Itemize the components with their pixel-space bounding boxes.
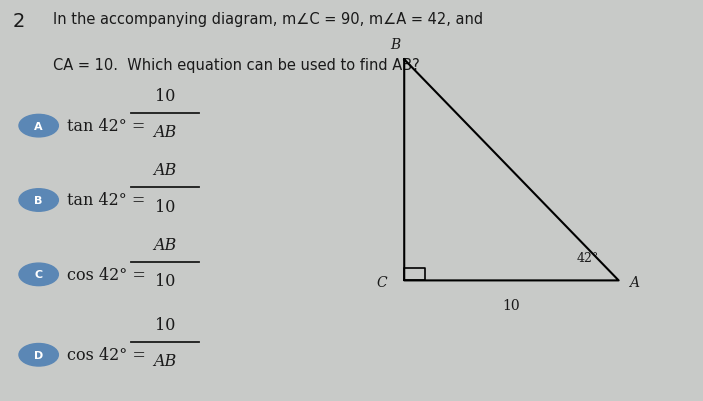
Text: A: A bbox=[629, 276, 639, 290]
Text: In the accompanying diagram, m∠C = 90, m∠A = 42, and: In the accompanying diagram, m∠C = 90, m… bbox=[53, 12, 483, 27]
Text: 42°: 42° bbox=[576, 252, 599, 265]
Text: CA = 10.  Which equation can be used to find AB?: CA = 10. Which equation can be used to f… bbox=[53, 58, 420, 73]
Text: 10: 10 bbox=[155, 198, 175, 215]
Text: tan 42° =: tan 42° = bbox=[67, 118, 145, 135]
Circle shape bbox=[19, 263, 58, 286]
Text: tan 42° =: tan 42° = bbox=[67, 192, 145, 209]
Text: 10: 10 bbox=[503, 299, 520, 313]
Text: AB: AB bbox=[153, 162, 177, 179]
Text: 10: 10 bbox=[155, 316, 175, 333]
Circle shape bbox=[19, 115, 58, 138]
Text: A: A bbox=[34, 122, 43, 131]
Text: cos 42° =: cos 42° = bbox=[67, 266, 146, 283]
Text: 2: 2 bbox=[13, 12, 25, 31]
Text: cos 42° =: cos 42° = bbox=[67, 346, 146, 363]
Circle shape bbox=[19, 189, 58, 212]
Circle shape bbox=[19, 344, 58, 366]
Text: B: B bbox=[391, 38, 401, 52]
Text: D: D bbox=[34, 350, 44, 360]
Text: 10: 10 bbox=[155, 88, 175, 105]
Text: AB: AB bbox=[153, 352, 177, 369]
Text: AB: AB bbox=[153, 124, 177, 141]
Text: 10: 10 bbox=[155, 272, 175, 289]
Text: AB: AB bbox=[153, 236, 177, 253]
Text: C: C bbox=[34, 270, 43, 279]
Text: B: B bbox=[34, 196, 43, 205]
Text: C: C bbox=[376, 276, 387, 290]
